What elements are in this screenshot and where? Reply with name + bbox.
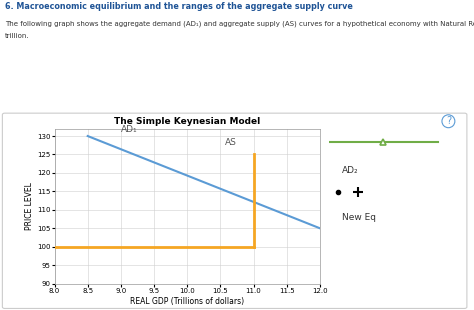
Y-axis label: PRICE LEVEL: PRICE LEVEL [25, 182, 34, 230]
Text: AD₂: AD₂ [342, 166, 359, 175]
Text: trillion.: trillion. [5, 33, 29, 38]
Text: The following graph shows the aggregate demand (AD₁) and aggregate supply (AS) c: The following graph shows the aggregate … [5, 20, 474, 27]
X-axis label: REAL GDP (Trillions of dollars): REAL GDP (Trillions of dollars) [130, 297, 244, 306]
Text: AD₁: AD₁ [121, 125, 137, 134]
Text: 6. Macroeconomic equilibrium and the ranges of the aggregate supply curve: 6. Macroeconomic equilibrium and the ran… [5, 2, 353, 11]
Text: AS: AS [225, 138, 237, 147]
Text: New Eq: New Eq [342, 213, 376, 222]
Title: The Simple Keynesian Model: The Simple Keynesian Model [114, 117, 260, 126]
Text: ?: ? [446, 116, 451, 126]
